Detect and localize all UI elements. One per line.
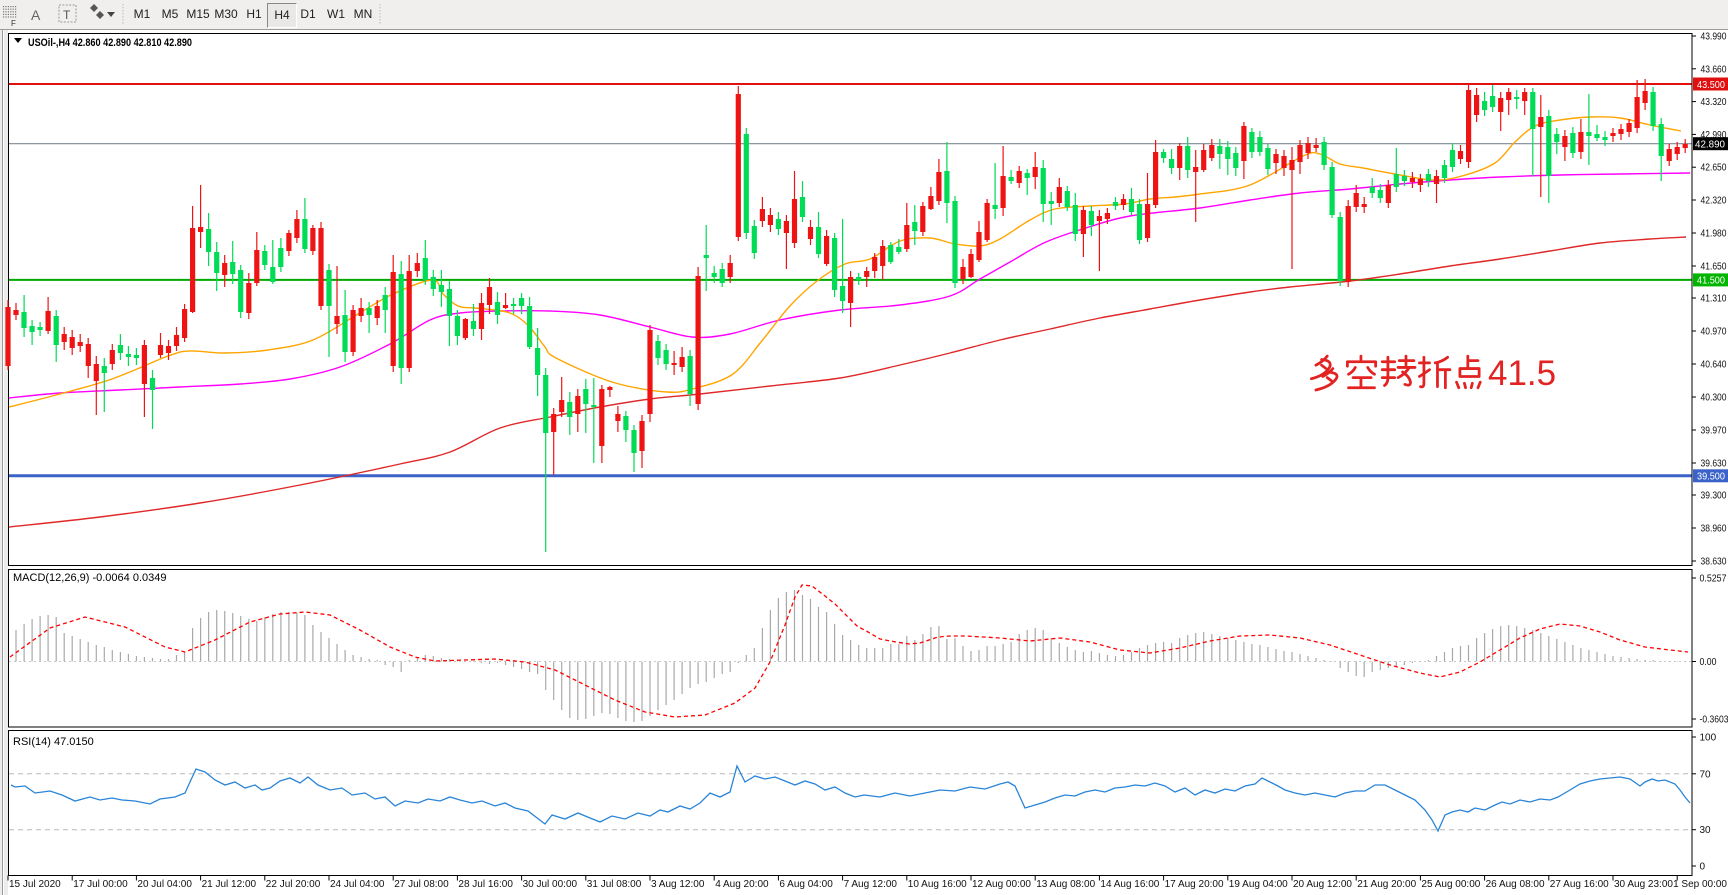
svg-text:30: 30 [1700, 825, 1712, 836]
svg-text:40.640: 40.640 [1701, 360, 1727, 371]
svg-text:21 Aug 20:00: 21 Aug 20:00 [1357, 879, 1416, 890]
svg-text:25 Aug 00:00: 25 Aug 00:00 [1421, 879, 1480, 890]
svg-text:0.5257: 0.5257 [1700, 574, 1727, 585]
svg-text:F: F [11, 19, 16, 28]
svg-text:22 Jul 20:00: 22 Jul 20:00 [266, 879, 321, 890]
svg-text:12 Aug 00:00: 12 Aug 00:00 [972, 879, 1031, 890]
svg-text:30 Jul 00:00: 30 Jul 00:00 [523, 879, 578, 890]
svg-text:27 Jul 08:00: 27 Jul 08:00 [394, 879, 449, 890]
svg-text:MACD(12,26,9) -0.0064 0.0349: MACD(12,26,9) -0.0064 0.0349 [13, 572, 166, 584]
svg-text:24 Jul 04:00: 24 Jul 04:00 [330, 879, 385, 890]
svg-text:T: T [63, 8, 71, 22]
svg-text:43.320: 43.320 [1701, 97, 1727, 108]
svg-text:42.890: 42.890 [1695, 139, 1725, 151]
svg-text:7 Aug 12:00: 7 Aug 12:00 [844, 879, 898, 890]
svg-text:USOil-,H4 42.860 42.890 42.81: USOil-,H4 42.860 42.890 42.810 42.890 [28, 37, 192, 49]
svg-text:19 Aug 04:00: 19 Aug 04:00 [1229, 879, 1288, 890]
svg-text:-0.3603: -0.3603 [1700, 715, 1728, 726]
svg-text:1 Sep 00:00: 1 Sep 00:00 [1673, 879, 1727, 890]
svg-text:0.00: 0.00 [1700, 657, 1717, 668]
svg-text:17 Jul 00:00: 17 Jul 00:00 [73, 879, 128, 890]
svg-text:3 Aug 12:00: 3 Aug 12:00 [651, 879, 705, 890]
svg-text:43.500: 43.500 [1697, 79, 1725, 91]
svg-text:10 Aug 16:00: 10 Aug 16:00 [908, 879, 967, 890]
svg-text:40.970: 40.970 [1701, 327, 1727, 338]
svg-text:41.980: 41.980 [1701, 229, 1727, 240]
svg-text:31 Jul 08:00: 31 Jul 08:00 [587, 879, 642, 890]
svg-text:15 Jul 2020: 15 Jul 2020 [9, 879, 61, 890]
svg-text:13 Aug 08:00: 13 Aug 08:00 [1036, 879, 1095, 890]
svg-text:20 Aug 12:00: 20 Aug 12:00 [1293, 879, 1352, 890]
svg-text:0: 0 [1700, 862, 1706, 873]
svg-text:17 Aug 20:00: 17 Aug 20:00 [1165, 879, 1224, 890]
svg-text:27 Aug 16:00: 27 Aug 16:00 [1550, 879, 1609, 890]
svg-text:28 Jul 16:00: 28 Jul 16:00 [458, 879, 513, 890]
svg-text:41.650: 41.650 [1701, 262, 1727, 273]
svg-text:26 Aug 08:00: 26 Aug 08:00 [1486, 879, 1545, 890]
svg-text:40.300: 40.300 [1701, 393, 1727, 404]
svg-text:39.500: 39.500 [1697, 471, 1725, 483]
svg-text:43.660: 43.660 [1701, 64, 1727, 75]
svg-text:41.310: 41.310 [1701, 294, 1727, 305]
svg-text:43.990: 43.990 [1701, 32, 1727, 43]
svg-text:39.300: 39.300 [1701, 491, 1727, 502]
svg-text:42.650: 42.650 [1701, 163, 1727, 174]
svg-text:RSI(14) 47.0150: RSI(14) 47.0150 [13, 736, 94, 748]
svg-text:A: A [31, 7, 41, 23]
svg-text:42.320: 42.320 [1701, 196, 1727, 207]
svg-text:39.630: 39.630 [1701, 459, 1727, 470]
svg-text:21 Jul 12:00: 21 Jul 12:00 [202, 879, 257, 890]
svg-text:39.970: 39.970 [1701, 426, 1727, 437]
svg-text:20 Jul 04:00: 20 Jul 04:00 [137, 879, 192, 890]
svg-text:14 Aug 16:00: 14 Aug 16:00 [1100, 879, 1159, 890]
svg-text:4 Aug 20:00: 4 Aug 20:00 [715, 879, 769, 890]
svg-text:6 Aug 04:00: 6 Aug 04:00 [779, 879, 833, 890]
svg-text:41.500: 41.500 [1697, 275, 1725, 287]
svg-text:41.5: 41.5 [1488, 354, 1556, 393]
svg-text:100: 100 [1700, 733, 1717, 744]
svg-text:42.990: 42.990 [1701, 130, 1727, 141]
svg-text:38.630: 38.630 [1701, 557, 1727, 568]
svg-text:30 Aug 23:00: 30 Aug 23:00 [1614, 879, 1673, 890]
svg-text:70: 70 [1700, 769, 1712, 780]
svg-text:38.960: 38.960 [1701, 524, 1727, 535]
